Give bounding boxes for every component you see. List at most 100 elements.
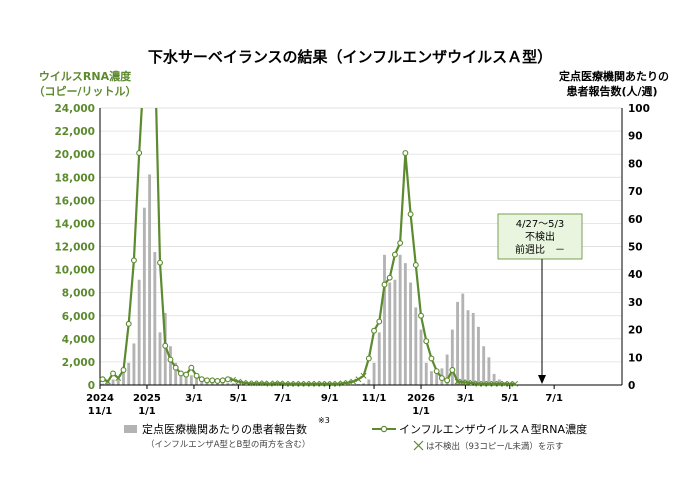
not-detected-marker <box>235 378 242 385</box>
left-tick-label: 4,000 <box>62 334 95 346</box>
bar <box>137 279 141 385</box>
line-point <box>219 377 226 384</box>
right-tick-label: 10 <box>628 352 643 364</box>
not-detected-marker <box>491 380 498 387</box>
right-axis-label-line2: 患者報告数(人/週) <box>566 84 657 98</box>
not-detected-stroke <box>271 380 278 387</box>
not-detected-stroke <box>240 379 247 386</box>
bar <box>482 346 486 385</box>
left-tick-label: 0 <box>88 380 95 392</box>
bar <box>189 375 193 385</box>
not-detected-marker <box>355 376 362 383</box>
x-tick-label: 9/1 <box>321 393 339 404</box>
not-detected-marker <box>282 380 289 387</box>
right-tick-label: 90 <box>628 131 643 143</box>
not-detected-marker <box>344 379 351 386</box>
not-detected-stroke <box>470 380 477 387</box>
line-point <box>386 274 393 281</box>
x-tick-label: 5/1 <box>230 393 248 404</box>
x-tick-label: 1/1 <box>138 406 156 417</box>
bar <box>148 174 152 385</box>
bar <box>242 383 245 385</box>
bar <box>221 382 225 385</box>
right-tick-label: 50 <box>628 242 643 254</box>
not-detected-marker <box>470 380 477 387</box>
chart-title: 下水サーベイランスの結果（インフルエンザウイルスＡ型） <box>148 48 552 66</box>
not-detected-marker <box>512 380 518 387</box>
right-axis-label-line1: 定点医療機関あたりの <box>559 69 669 83</box>
not-detected-marker <box>465 379 471 386</box>
x-tick-label: 2024 <box>86 393 114 404</box>
bar <box>466 310 470 385</box>
not-detected-stroke <box>459 379 466 386</box>
bar <box>398 254 402 385</box>
bar <box>492 373 496 385</box>
bar <box>231 383 235 385</box>
bar <box>106 380 110 385</box>
not-detected-marker <box>256 380 263 387</box>
not-detected-marker <box>350 378 357 385</box>
bar <box>111 379 115 385</box>
bar <box>127 362 131 385</box>
not-detected-marker <box>506 380 513 387</box>
not-detected-marker <box>454 378 461 385</box>
legend-bars-sublabel: （インフルエンザA型とB型の両方を含む） <box>146 439 310 450</box>
not-detected-stroke <box>355 376 362 383</box>
line-point <box>444 377 451 384</box>
bar <box>471 312 475 385</box>
not-detected-marker <box>261 380 268 387</box>
right-axis-ticks: 0 10 20 30 40 50 60 70 80 90 100 <box>628 103 650 392</box>
right-tick-label: 70 <box>628 186 643 198</box>
bar <box>372 362 376 385</box>
line-point <box>423 338 430 345</box>
not-detected-marker <box>277 380 284 387</box>
bar <box>153 252 157 385</box>
not-detected-marker <box>240 379 247 386</box>
not-detected-stroke <box>256 380 263 387</box>
left-tick-label: 14,000 <box>54 218 95 230</box>
right-tick-label: 30 <box>628 297 643 309</box>
not-detected-stroke <box>344 379 351 386</box>
not-detected-marker <box>308 380 315 387</box>
not-detected-stroke <box>329 380 336 387</box>
not-detected-marker <box>339 380 346 387</box>
line-point <box>365 355 372 362</box>
not-detected-stroke <box>230 376 237 383</box>
line-point <box>172 364 179 371</box>
not-detected-marker <box>313 380 320 387</box>
not-detected-stroke <box>313 380 320 387</box>
line-point <box>209 377 216 384</box>
not-detected-marker <box>115 375 122 382</box>
x-tick-label: 7/1 <box>545 393 563 404</box>
not-detected-stroke <box>266 380 273 387</box>
line-point <box>183 371 190 378</box>
bar <box>487 357 491 385</box>
not-detected-stroke <box>480 380 487 387</box>
left-tick-label: 10,000 <box>54 265 95 277</box>
x-tick-label: 3/1 <box>457 393 475 404</box>
legend-bars-label: 定点医療機関あたりの患者報告数 <box>142 422 307 436</box>
annotation-line1: 4/27～5/3 <box>516 219 565 230</box>
line-point <box>438 375 445 382</box>
bar <box>169 346 172 385</box>
x-axis-ticks: 2024 11/1 2025 1/1 3/1 5/1 7/1 9/1 11/1 2026 1/1 3/… <box>86 385 563 417</box>
not-detected-stroke <box>350 378 357 385</box>
line-point <box>402 150 409 156</box>
left-axis-label-line2: （コピー/リットル） <box>33 85 136 98</box>
not-detected-stroke <box>506 380 513 387</box>
bar <box>122 371 125 385</box>
bar <box>383 254 386 385</box>
line-point <box>157 259 163 266</box>
not-detected-stroke <box>251 380 257 387</box>
line-point <box>433 368 440 375</box>
not-detected-stroke <box>491 380 498 387</box>
bar <box>367 379 371 385</box>
line-point <box>204 377 210 384</box>
not-detected-stroke <box>282 380 289 387</box>
x-tick-label: 7/1 <box>274 393 292 404</box>
x-tick-label: 2026 <box>407 393 435 404</box>
line-series <box>99 108 518 387</box>
x-tick-label: 5/1 <box>501 393 519 404</box>
line-point <box>391 251 398 258</box>
